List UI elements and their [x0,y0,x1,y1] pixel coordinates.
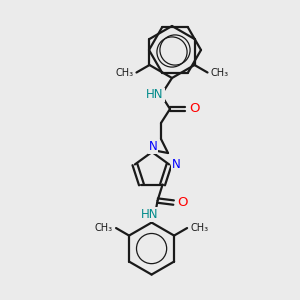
Text: N: N [172,158,181,171]
Text: O: O [177,196,188,209]
Text: CH₃: CH₃ [190,223,208,233]
Text: N: N [148,140,158,154]
Text: O: O [189,103,199,116]
Text: HN: HN [146,88,164,101]
Text: CH₃: CH₃ [95,223,113,233]
Text: HN: HN [141,208,158,221]
Text: CH₃: CH₃ [116,68,134,77]
Text: CH₃: CH₃ [211,68,229,77]
